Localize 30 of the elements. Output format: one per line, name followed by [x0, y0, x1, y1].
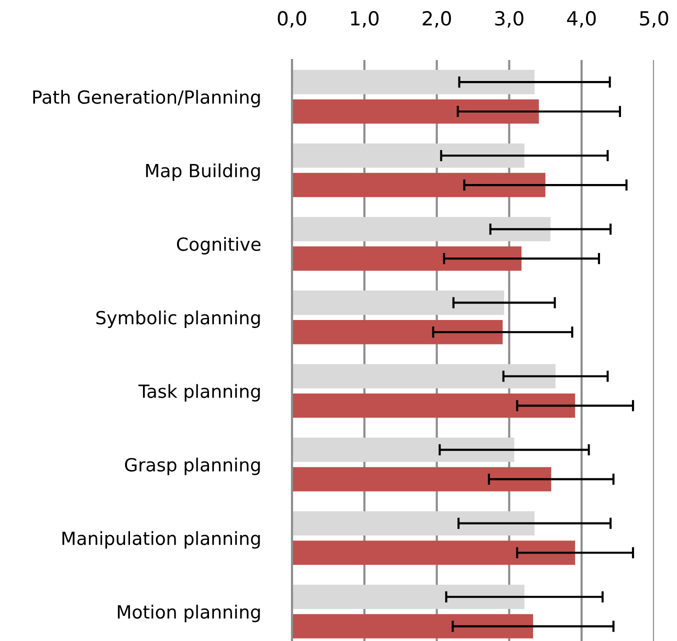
bar — [292, 584, 524, 610]
bar — [292, 99, 539, 124]
x-tick-label: 0,0 — [278, 10, 306, 28]
y-tick-label: Task planning — [138, 384, 260, 402]
y-tick-label: Cognitive — [176, 237, 260, 254]
bar — [292, 540, 576, 565]
bar — [292, 364, 556, 388]
y-tick-label: Symbolic planning — [96, 310, 260, 328]
bar — [292, 511, 535, 536]
y-tick-label: Grasp planning — [125, 458, 260, 476]
y-tick-label: Path Generation/Planning — [33, 90, 260, 108]
bar — [292, 70, 535, 94]
x-tick-label: 4,0 — [567, 10, 596, 28]
y-tick-label: Manipulation planning — [62, 531, 260, 549]
bar — [292, 143, 524, 168]
bar — [292, 467, 552, 492]
bar — [292, 217, 550, 242]
y-tick-label: Map Building — [146, 163, 260, 181]
x-tick-label: 3,0 — [495, 10, 524, 28]
bar — [292, 290, 504, 315]
bar — [292, 320, 503, 344]
x-tick-label: 5,0 — [640, 10, 668, 28]
x-tick-label: 2,0 — [422, 10, 451, 28]
x-tick-label: 1,0 — [351, 10, 379, 28]
bar — [292, 614, 534, 638]
bar — [292, 246, 522, 271]
bar — [292, 394, 576, 418]
bar — [292, 172, 546, 198]
y-tick-label: Motion planning — [118, 604, 260, 622]
bar — [292, 438, 514, 462]
